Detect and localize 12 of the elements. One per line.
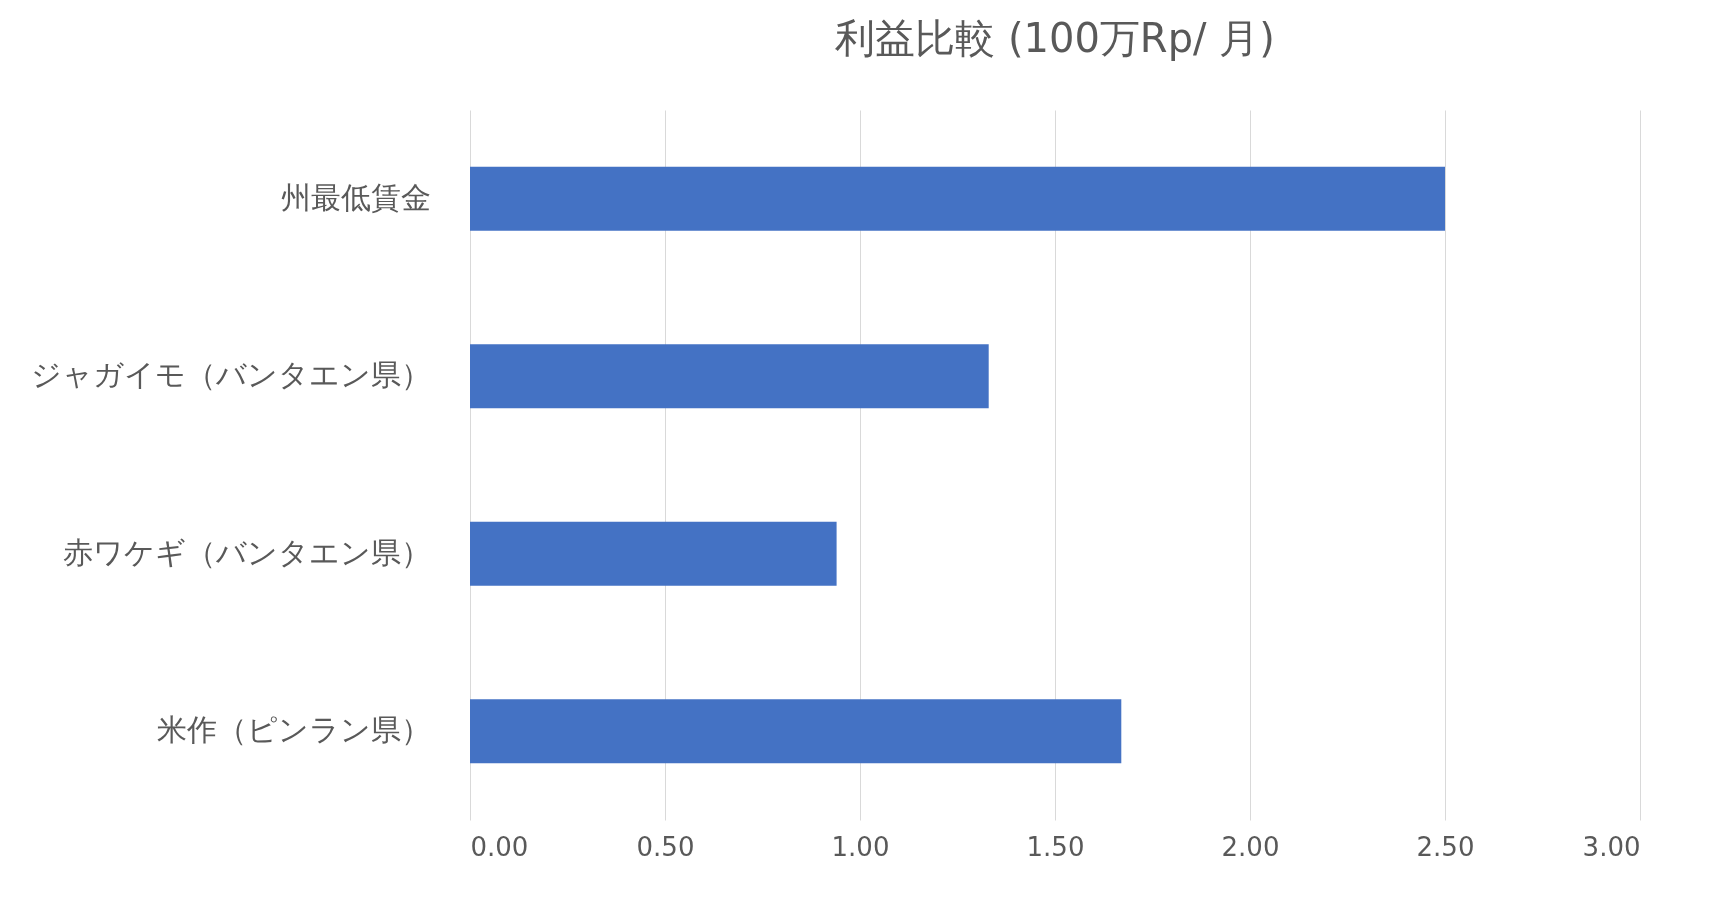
y-tick-label: ジャガイモ（バンタエン県）	[30, 357, 431, 393]
x-tick-label: 1.50	[1026, 831, 1085, 862]
x-tick-label: 0.00	[470, 831, 529, 862]
y-tick-label: 赤ワケギ（バンタエン県）	[62, 534, 431, 570]
y-tick-label: 州最低賃金	[280, 179, 431, 215]
x-tick-label: 1.00	[831, 831, 890, 862]
x-tick-label: 2.50	[1416, 831, 1475, 862]
x-tick-label: 0.50	[636, 831, 695, 862]
y-tick-label: 米作（ピンラン県）	[156, 712, 431, 748]
chart-title: 利益比較 (100万Rp/ 月)	[835, 15, 1275, 61]
x-tick-label: 2.00	[1221, 831, 1280, 862]
x-tick-label: 3.00	[1582, 831, 1641, 862]
